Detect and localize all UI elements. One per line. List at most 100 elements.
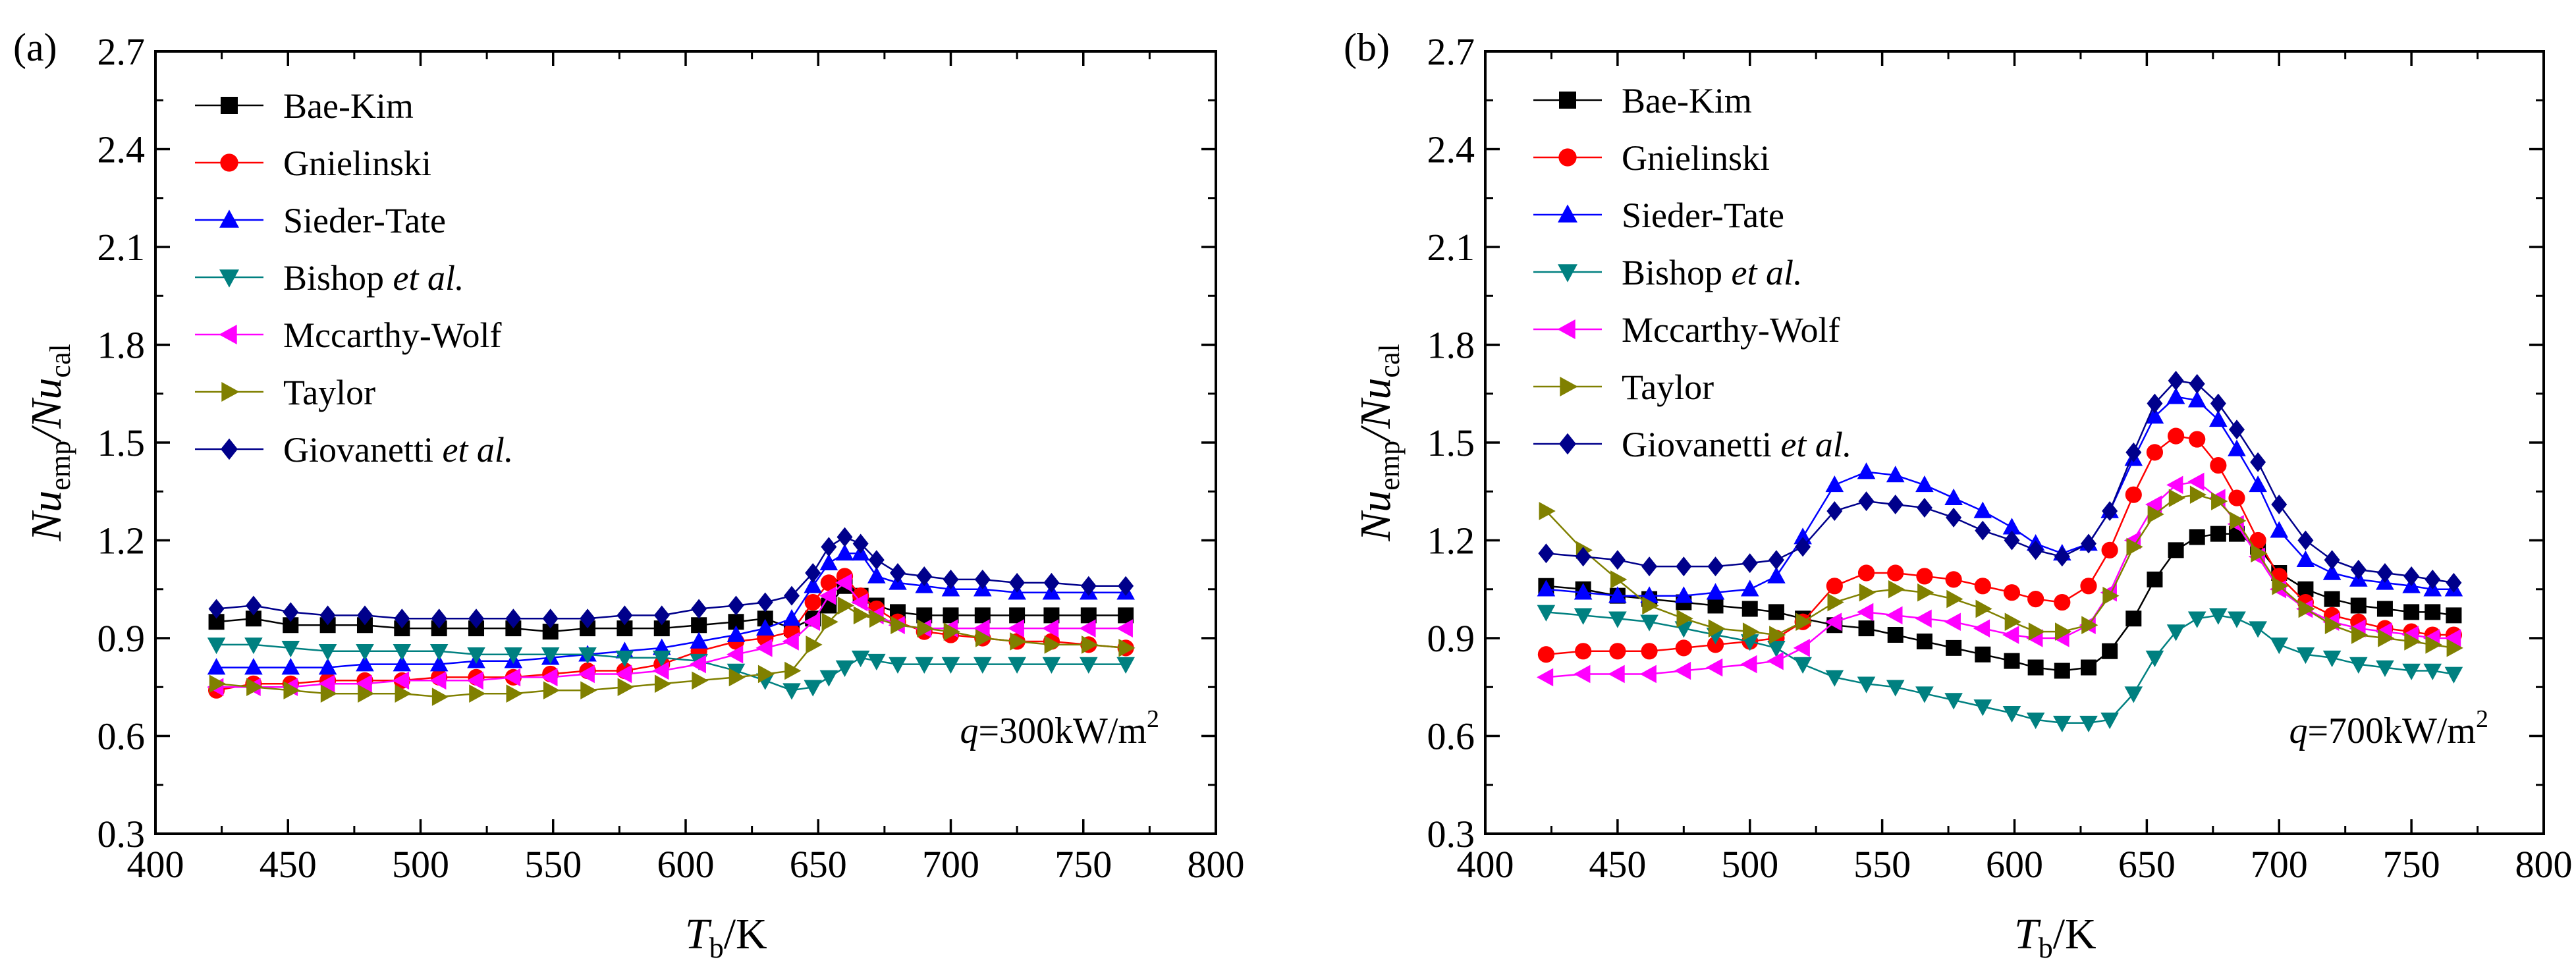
series-taylor-point: [395, 684, 412, 703]
series-bae-kim-point: [728, 614, 744, 630]
y-axis-label-numerator-sub: emp: [44, 441, 76, 491]
series-bae-kim-point: [1916, 633, 1932, 649]
series-taylor-point: [2189, 485, 2207, 504]
series-sieder-tate-point: [867, 566, 886, 583]
series-bae-kim-point: [2147, 571, 2163, 587]
series-gnielinski-point: [2003, 584, 2021, 601]
legend-giovanetti-et-al--label: Giovanetti et al.: [1622, 425, 1851, 464]
series-giovanetti-et-al--point: [542, 609, 559, 629]
series-bae-kim-point: [2189, 529, 2205, 545]
series-taylor-point: [2028, 622, 2046, 641]
series-bishop-et-al--point: [973, 657, 992, 674]
series-taylor-point: [1708, 619, 1725, 637]
y-axis-label: Nuemp/Nucal: [1352, 344, 1406, 541]
series-bishop-et-al--point: [2376, 660, 2394, 677]
series-bae-kim-point: [1768, 604, 1784, 620]
series-giovanetti-et-al--point: [1043, 572, 1060, 593]
y-tick-label: 2.4: [1427, 128, 1475, 171]
series-giovanetti-et-al--point: [319, 605, 336, 626]
series-sieder-tate-point: [1857, 462, 1876, 479]
panel-b: 400 450 500 550 600 650 700 750 800 0.3 0.6 0.9 1.2 1…: [1344, 26, 2573, 964]
series-taylor-point: [2378, 629, 2395, 647]
series-giovanetti-et-al--point: [943, 569, 959, 589]
series-gnielinski-point: [1945, 571, 1962, 588]
series-bishop-et-al--point: [2124, 686, 2143, 703]
series-gnielinski-point: [2080, 578, 2097, 595]
legend-gnielinski-label: Gnielinski: [283, 144, 431, 183]
y-tick-label: 1.5: [1427, 421, 1475, 464]
series-giovanetti-et-al--point: [821, 537, 837, 557]
legend-sieder-tate-label: Sieder-Tate: [1622, 196, 1784, 235]
heat-flux-superscript: 2: [1147, 705, 1159, 733]
legend-giovanetti-et-al--marker: [1559, 433, 1576, 455]
series-giovanetti-et-al--point: [916, 566, 933, 586]
heat-flux-symbol: q: [2289, 711, 2307, 751]
legend-taylor-name: Taylor: [283, 373, 375, 412]
series-sieder-tate-point: [2209, 410, 2228, 427]
series-taylor-point: [806, 636, 823, 654]
series-giovanetti-et-al--point: [2189, 373, 2205, 394]
series-taylor-point: [1859, 583, 1876, 602]
series-sieder-tate-point: [356, 655, 374, 672]
series-mccarthy-wolf-point: [819, 586, 836, 605]
series-sieder-tate-point: [1825, 475, 1844, 493]
series-taylor-point: [1795, 612, 1813, 632]
legend-bae-kim-label: Bae-Kim: [1622, 81, 1752, 121]
series-bae-kim-point: [208, 614, 225, 630]
y-tick-label: 1.8: [1427, 324, 1475, 367]
x-tick-label: 550: [1853, 843, 1911, 886]
series-taylor-point: [2126, 537, 2143, 556]
series-gnielinski-point: [2167, 427, 2185, 445]
series-sieder-tate-point: [1674, 586, 1693, 603]
series-bishop-et-al--point: [2053, 715, 2071, 733]
x-axis-label-unit: /K: [2053, 910, 2096, 958]
series-mccarthy-wolf-point: [1537, 668, 1554, 687]
series-sieder-tate-point: [1537, 580, 1556, 597]
series-taylor-point: [1082, 636, 1099, 654]
series-sieder-tate-point: [726, 625, 746, 642]
series-giovanetti-et-al--point: [2102, 501, 2118, 521]
legend-taylor-marker: [1560, 377, 1578, 396]
series-bishop-et-al--point: [2249, 621, 2267, 638]
series-bishop-et-al--point: [2100, 712, 2119, 730]
heat-flux-annotation: q=700kW/m2: [2289, 705, 2488, 751]
series-giovanetti-et-al--point: [2297, 530, 2314, 551]
series-group: [207, 527, 1136, 706]
series-giovanetti-et-al--point: [1946, 507, 1962, 528]
series-bishop-et-al--point: [615, 650, 634, 668]
series-bishop-et-al--point: [2209, 608, 2228, 625]
series-bae-kim-point: [2446, 607, 2462, 624]
series-taylor-point: [2211, 492, 2228, 510]
series-bae-kim-point: [1975, 646, 1991, 663]
series-giovanetti-et-al--point: [617, 605, 633, 626]
series-giovanetti-et-al--point: [1609, 550, 1626, 570]
legend-taylor-name: Taylor: [1622, 367, 1714, 407]
series-mccarthy-wolf-point: [782, 632, 799, 651]
series-taylor-point: [1946, 589, 1963, 609]
series-taylor-point: [891, 616, 908, 634]
series-giovanetti-et-al--point: [1676, 556, 1692, 577]
series-taylor-point: [821, 612, 838, 632]
series-bae-kim-point: [2376, 601, 2393, 617]
series-gnielinski-point: [1916, 568, 1933, 585]
legend-sieder-tate-name: Sieder-Tate: [1622, 196, 1784, 235]
series-bae-kim-point: [2324, 591, 2340, 607]
series-bishop-et-al--point: [851, 650, 870, 668]
y-axis-label-denominator-sub: cal: [44, 344, 76, 377]
series-bishop-et-al--point: [1794, 657, 1812, 674]
x-tick-label: 450: [260, 843, 317, 886]
panel-label: (b): [1344, 26, 1390, 69]
series-taylor-point: [1888, 580, 1905, 599]
series-giovanetti-et-al--point: [1707, 556, 1724, 577]
series-mccarthy-wolf-point: [2187, 472, 2205, 491]
series-mccarthy-wolf-point: [1944, 612, 1961, 632]
series-bishop-et-al--point: [2002, 706, 2021, 723]
series-giovanetti-et-al--point: [1641, 556, 1658, 577]
series-giovanetti-et-al--point: [2080, 533, 2096, 554]
heat-flux-annotation: q=300kW/m2: [960, 705, 1159, 751]
series-sieder-tate-point: [1706, 583, 1725, 600]
series-bae-kim-point: [2403, 604, 2420, 620]
series-bishop-et-al--point: [889, 657, 907, 674]
series-taylor-point: [2446, 639, 2463, 657]
series-mccarthy-wolf-point: [1706, 658, 1723, 677]
